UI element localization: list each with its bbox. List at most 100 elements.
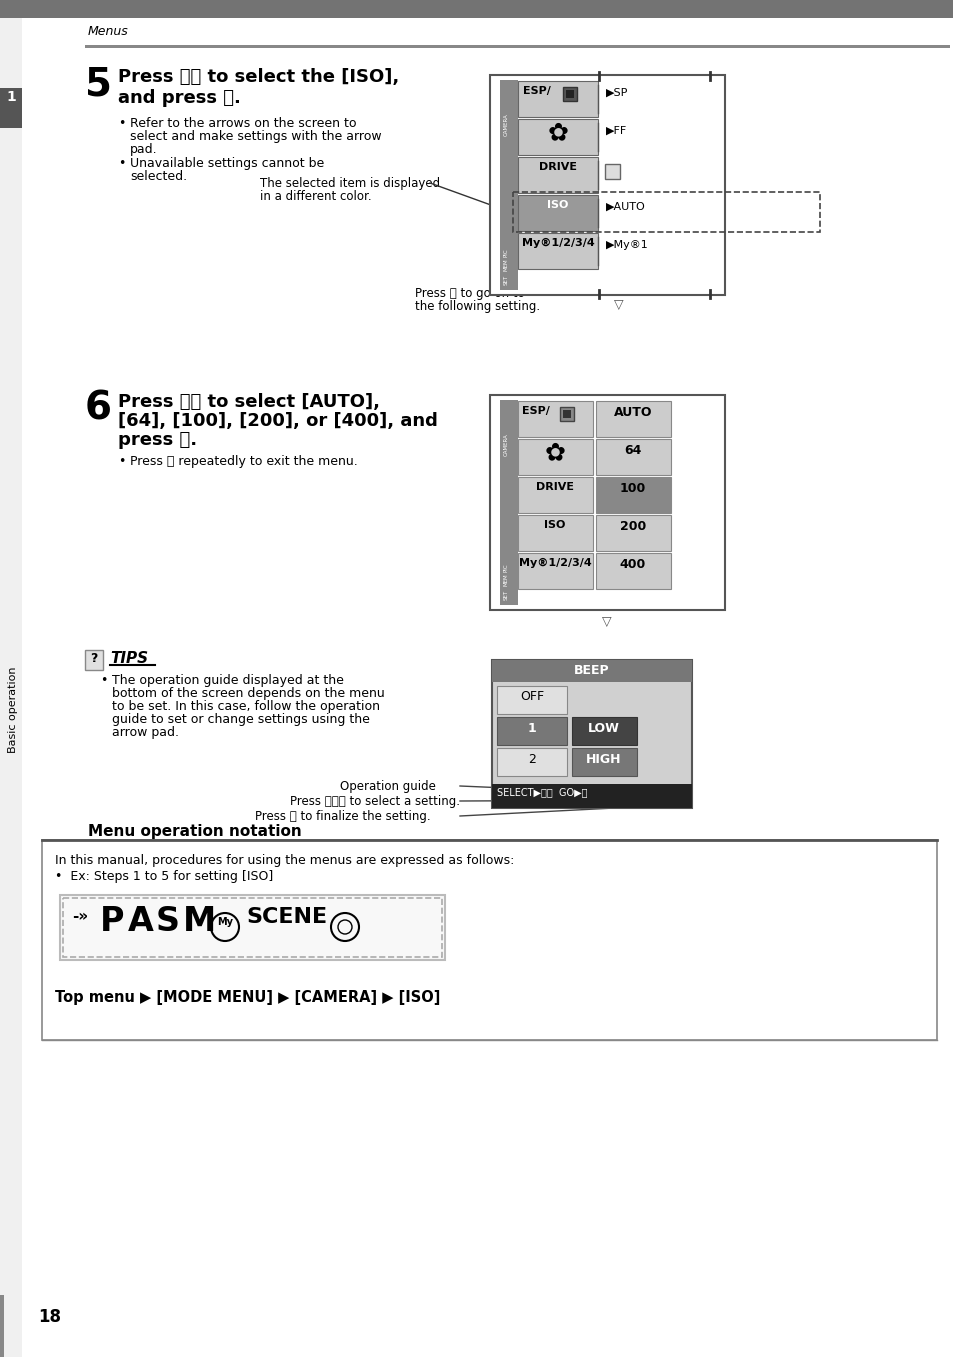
Text: PIC: PIC	[503, 563, 509, 573]
Bar	[492, 660, 691, 807]
Bar	[596, 516, 670, 551]
Text: The operation guide displayed at the: The operation guide displayed at the	[112, 674, 343, 687]
Text: press Ⓜ.: press Ⓜ.	[118, 432, 197, 449]
Bar	[517, 554, 593, 589]
Text: LOW: LOW	[587, 722, 619, 735]
Text: My: My	[216, 917, 233, 927]
Bar	[490, 395, 724, 611]
Bar	[596, 478, 670, 513]
Text: ▽: ▽	[614, 299, 623, 311]
Text: SET: SET	[503, 275, 509, 285]
Text: arrow pad.: arrow pad.	[112, 726, 179, 740]
Text: 100: 100	[619, 482, 645, 495]
Text: Operation guide: Operation guide	[339, 780, 436, 792]
Text: Press ⓐⓔ to select [AUTO],: Press ⓐⓔ to select [AUTO],	[118, 394, 379, 411]
Bar	[513, 191, 820, 232]
Text: 18: 18	[38, 1308, 61, 1326]
Text: Top menu ▶ [MODE MENU] ▶ [CAMERA] ▶ [ISO]: Top menu ▶ [MODE MENU] ▶ [CAMERA] ▶ [ISO…	[55, 991, 440, 1006]
Bar	[60, 896, 444, 959]
Text: DRIVE: DRIVE	[536, 482, 574, 493]
Bar	[85, 650, 103, 670]
Text: SELECT▶ⓐⓔ  GO▶Ⓜ: SELECT▶ⓐⓔ GO▶Ⓜ	[497, 787, 587, 797]
Bar	[499, 400, 517, 605]
Text: The selected item is displayed: The selected item is displayed	[260, 176, 439, 190]
Text: MEM: MEM	[503, 574, 509, 586]
Text: •: •	[118, 157, 125, 170]
Text: ISO: ISO	[547, 199, 568, 210]
Text: TIPS: TIPS	[110, 651, 148, 666]
Text: 400: 400	[619, 558, 645, 571]
Bar	[0, 88, 22, 128]
Text: 64: 64	[623, 444, 641, 457]
Text: SCENE: SCENE	[246, 906, 327, 927]
Text: 1: 1	[6, 90, 16, 104]
Bar	[562, 410, 571, 418]
Text: bottom of the screen depends on the menu: bottom of the screen depends on the menu	[112, 687, 384, 700]
Bar	[559, 407, 574, 421]
Text: AUTO: AUTO	[613, 406, 652, 419]
Bar	[42, 840, 936, 1039]
Text: MEM: MEM	[503, 259, 509, 271]
Text: to be set. In this case, follow the operation: to be set. In this case, follow the oper…	[112, 700, 379, 712]
Text: 6: 6	[85, 389, 112, 427]
Bar	[0, 1295, 4, 1357]
Text: ?: ?	[91, 651, 97, 665]
Bar	[0, 0, 22, 1357]
Text: M: M	[183, 905, 216, 938]
Text: pad.: pad.	[130, 142, 157, 156]
Text: ▶My®1: ▶My®1	[605, 240, 648, 250]
Text: 2: 2	[528, 753, 536, 765]
Bar	[565, 90, 574, 98]
Text: the following setting.: the following setting.	[415, 300, 539, 313]
Text: ▶FF: ▶FF	[605, 126, 626, 136]
Text: CAMERA: CAMERA	[503, 114, 509, 136]
Bar	[517, 81, 598, 117]
Text: PIC: PIC	[503, 248, 509, 258]
Text: Press Ⓜ repeatedly to exit the menu.: Press Ⓜ repeatedly to exit the menu.	[130, 455, 357, 468]
Bar	[0, 0, 953, 18]
Text: •: •	[118, 117, 125, 130]
Bar	[572, 716, 637, 745]
Bar	[517, 119, 598, 155]
Text: selected.: selected.	[130, 170, 187, 183]
Bar	[517, 233, 598, 269]
Text: 5: 5	[85, 65, 112, 103]
Text: ESP/: ESP/	[522, 85, 550, 96]
Bar	[517, 402, 593, 437]
Text: 1: 1	[527, 722, 536, 735]
Text: •: •	[118, 455, 125, 468]
Text: Refer to the arrows on the screen to: Refer to the arrows on the screen to	[130, 117, 356, 130]
Bar	[497, 748, 566, 776]
Text: and press ⓑ.: and press ⓑ.	[118, 90, 240, 107]
Bar	[63, 898, 441, 957]
Bar	[497, 716, 566, 745]
Bar	[499, 80, 517, 290]
Text: HIGH: HIGH	[586, 753, 621, 765]
Text: •: •	[100, 674, 108, 687]
Bar	[572, 748, 637, 776]
Text: Menus: Menus	[88, 24, 129, 38]
Text: ✿: ✿	[544, 441, 565, 465]
Bar	[517, 157, 598, 193]
Text: ▽: ▽	[601, 615, 611, 628]
Text: Menu operation notation: Menu operation notation	[88, 824, 301, 839]
Text: select and make settings with the arrow: select and make settings with the arrow	[130, 130, 381, 142]
Text: OFF: OFF	[519, 689, 543, 703]
Text: ▶AUTO: ▶AUTO	[605, 202, 645, 212]
Text: Press ⓑ to go on to: Press ⓑ to go on to	[415, 286, 524, 300]
Bar	[562, 87, 577, 100]
Text: P: P	[100, 905, 125, 938]
Text: ESP/: ESP/	[521, 406, 549, 417]
Text: DRIVE: DRIVE	[538, 161, 577, 172]
Text: My®1/2/3/4: My®1/2/3/4	[518, 558, 591, 569]
Text: •  Ex: Steps 1 to 5 for setting [ISO]: • Ex: Steps 1 to 5 for setting [ISO]	[55, 870, 273, 883]
Bar	[517, 478, 593, 513]
Bar	[596, 554, 670, 589]
Text: -»: -»	[71, 909, 88, 924]
Bar	[490, 75, 724, 294]
Text: Press Ⓜ to finalize the setting.: Press Ⓜ to finalize the setting.	[254, 810, 430, 822]
Text: A: A	[128, 905, 153, 938]
Bar	[85, 45, 949, 47]
Text: ✿: ✿	[547, 121, 568, 145]
Bar	[596, 440, 670, 475]
